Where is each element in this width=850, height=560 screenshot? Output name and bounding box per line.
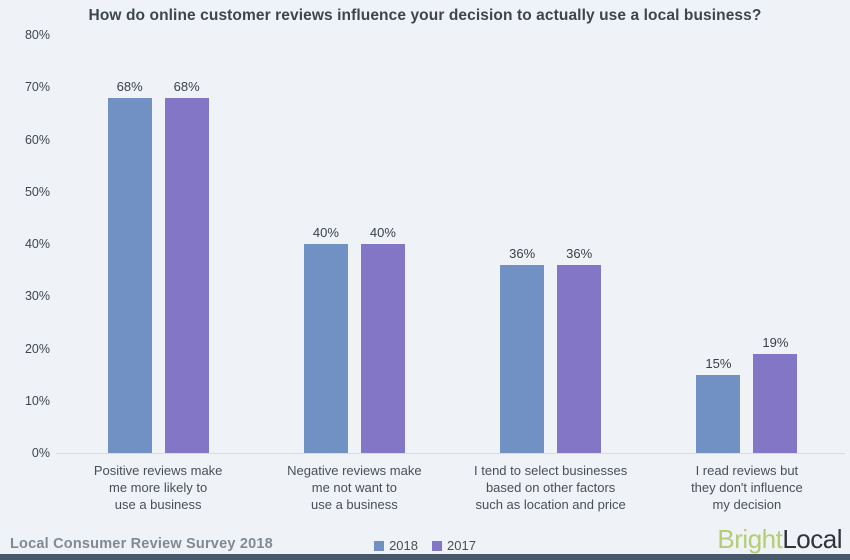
chart-title: How do online customer reviews influence… [88, 7, 762, 24]
value-label: 19% [762, 334, 789, 350]
legend-swatch-icon [432, 540, 442, 551]
y-axis-tick-label: 60% [24, 132, 50, 147]
value-label: 36% [566, 245, 593, 261]
bottom-accent-bar [0, 554, 850, 560]
y-axis-tick-label: 20% [24, 341, 50, 356]
value-label: 68% [173, 78, 200, 94]
category-label: I read reviews but they don't influence … [691, 463, 803, 512]
legend-item-2017: 2017 [432, 538, 476, 553]
value-label: 68% [116, 78, 143, 94]
category-label: I tend to select businesses based on oth… [474, 463, 628, 512]
legend-label: 2018 [389, 538, 418, 553]
bar-2017 [360, 244, 405, 453]
bar-2017 [557, 264, 602, 453]
bar-2017 [753, 353, 798, 453]
bar-2018 [500, 264, 545, 453]
category-label: Positive reviews make me more likely to … [93, 463, 223, 512]
bar-2017 [164, 97, 209, 453]
bar-group: 36% 36% [500, 35, 602, 453]
y-axis-tick-label: 40% [24, 237, 50, 251]
legend: 2018 2017 [0, 538, 850, 553]
y-axis-tick-label: 10% [24, 393, 50, 408]
value-label: 40% [369, 225, 396, 240]
bar-2018 [107, 97, 152, 453]
bar-group: 40% 40% [303, 35, 405, 453]
y-axis-tick-label: 80% [24, 28, 50, 42]
x-axis-line [56, 453, 845, 454]
legend-item-2018: 2018 [374, 538, 418, 553]
y-axis-tick-label: 50% [24, 184, 50, 199]
bar-group: 68% 68% [107, 35, 209, 453]
bar-2018 [303, 244, 348, 453]
bar-group: 15% 19% [696, 35, 798, 453]
y-axis-tick-label: 0% [31, 446, 50, 460]
value-label: 40% [312, 225, 339, 240]
value-label: 15% [705, 355, 732, 371]
y-axis-tick-label: 30% [24, 289, 50, 304]
brightlocal-logo: BrightLocal [717, 524, 842, 555]
legend-label: 2017 [447, 538, 476, 553]
y-axis-tick-label: 70% [24, 80, 50, 95]
category-label: Negative reviews make me not want to use… [287, 463, 422, 512]
value-label: 36% [509, 245, 536, 261]
logo-text-local: Local [782, 524, 842, 554]
source-caption: Local Consumer Review Survey 2018 [10, 536, 273, 552]
logo-text-bright: Bright [717, 524, 783, 554]
legend-swatch-icon [374, 540, 385, 551]
bar-2018 [696, 374, 741, 453]
